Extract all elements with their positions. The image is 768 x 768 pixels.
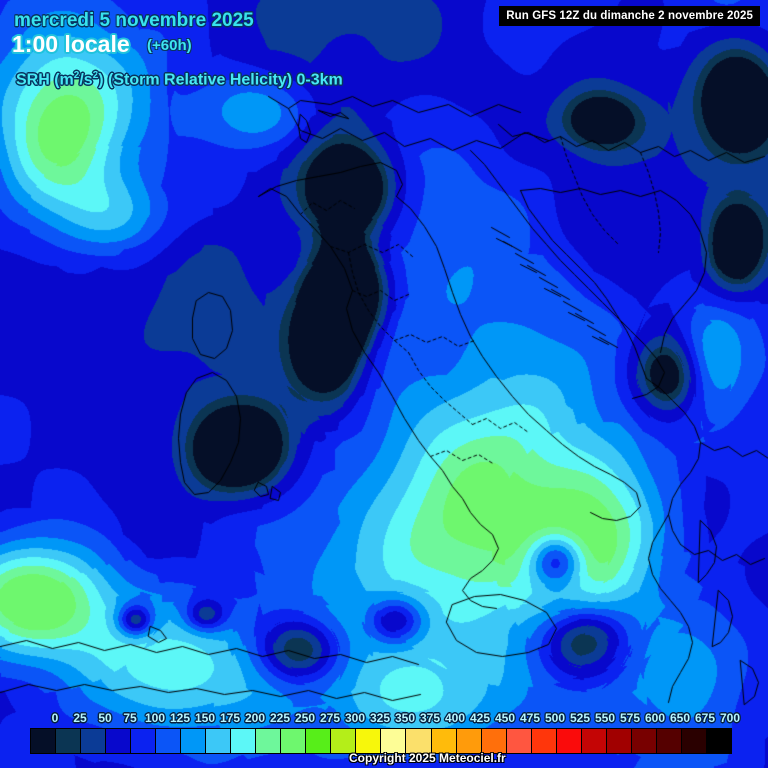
parameter-label: SRH (m2/s2) (Storm Relative Helicity) 0-…	[16, 71, 343, 88]
colorbar-tick-label: 25	[73, 711, 87, 725]
colorbar-cell	[231, 729, 257, 753]
colorbar-tick-label: 125	[169, 711, 191, 725]
forecast-time-label: 1:00 locale	[12, 31, 130, 57]
colorbar-cell	[56, 729, 82, 753]
colorbar-tick-label: 150	[194, 711, 216, 725]
colorbar-tick-label: 575	[619, 711, 641, 725]
colorbar-tick-label: 175	[219, 711, 241, 725]
colorbar-cell	[481, 729, 507, 753]
colorbar-cell	[656, 729, 682, 753]
colorbar-cell	[581, 729, 607, 753]
colorbar-tick-label: 50	[98, 711, 112, 725]
colorbar-cell	[156, 729, 182, 753]
colorbar-cell	[106, 729, 132, 753]
colorbar-cell	[181, 729, 207, 753]
colorbar-cell	[281, 729, 307, 753]
colorbar-tick-label: 600	[644, 711, 666, 725]
colorbar-strip	[30, 728, 732, 754]
colorbar-tick-label: 75	[123, 711, 137, 725]
colorbar-tick-label: 700	[719, 711, 741, 725]
copyright-label: Copyright 2025 Meteociel.fr	[349, 751, 506, 765]
colorbar-cell	[381, 729, 407, 753]
forecast-date-label: mercredi 5 novembre 2025	[14, 10, 254, 31]
colorbar-tick-label: 475	[519, 711, 541, 725]
colorbar-tick-label: 500	[544, 711, 566, 725]
colorbar-tick-label: 650	[669, 711, 691, 725]
parameter-label-exp2: 2	[92, 70, 99, 81]
colorbar-tick-label: 0	[51, 711, 59, 725]
colorbar-cell	[531, 729, 557, 753]
parameter-label-mid: /s	[79, 71, 93, 89]
colorbar-cell	[331, 729, 357, 753]
colorbar-tick-label: 225	[269, 711, 291, 725]
colorbar-tick-label: 675	[694, 711, 716, 725]
parameter-label-suffix: ) (Storm Relative Helicity) 0-3km	[98, 71, 343, 89]
colorbar-cell	[31, 729, 57, 753]
colorbar-cell	[681, 729, 707, 753]
colorbar-tick-label: 375	[419, 711, 441, 725]
colorbar-cell	[81, 729, 107, 753]
colorbar-tick-label: 100	[144, 711, 166, 725]
colorbar-cell	[456, 729, 482, 753]
colorbar-cell	[206, 729, 232, 753]
colorbar-tick-label: 425	[469, 711, 491, 725]
colorbar-cell	[556, 729, 582, 753]
colorbar-cell	[306, 729, 332, 753]
colorbar-tick-labels: 0 25 50 75 100 125 150 175 200 225 250 275 300 325 350…	[30, 711, 740, 727]
colorbar-cell	[706, 729, 731, 753]
colorbar-cell	[406, 729, 432, 753]
colorbar-cell	[506, 729, 532, 753]
colorbar-tick-label: 550	[594, 711, 616, 725]
colorbar-tick-label: 525	[569, 711, 591, 725]
colorbar-tick-label: 200	[244, 711, 266, 725]
colorbar-tick-label: 400	[444, 711, 466, 725]
colorbar-tick-label: 325	[369, 711, 391, 725]
colorbar-cell	[431, 729, 457, 753]
model-run-banner: Run GFS 12Z du dimanche 2 novembre 2025	[499, 6, 760, 26]
colorbar-cell	[606, 729, 632, 753]
colorbar-cell	[631, 729, 657, 753]
parameter-label-exp1: 2	[73, 70, 80, 81]
colorbar-tick-label: 275	[319, 711, 341, 725]
colorbar-cell	[256, 729, 282, 753]
colorbar-cell	[356, 729, 382, 753]
colorbar-tick-label: 250	[294, 711, 316, 725]
colorbar-tick-label: 300	[344, 711, 366, 725]
colorbar-tick-label: 450	[494, 711, 516, 725]
colorbar: 0 25 50 75 100 125 150 175 200 225 250 275 300 325 350…	[0, 706, 768, 768]
colorbar-tick-label: 350	[394, 711, 416, 725]
parameter-label-prefix: SRH (m	[16, 71, 74, 89]
forecast-lead-time-label: (+60h)	[147, 37, 192, 54]
colorbar-cell	[131, 729, 157, 753]
